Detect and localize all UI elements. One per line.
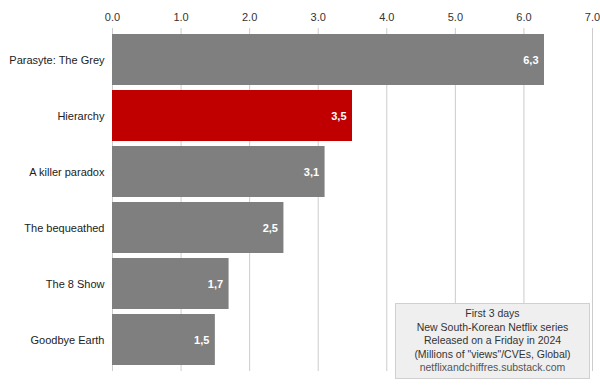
svg-text:1,7: 1,7 <box>208 278 223 290</box>
svg-text:5.0: 5.0 <box>448 11 463 23</box>
svg-text:Goodbye Earth: Goodbye Earth <box>31 334 105 346</box>
svg-text:1,5: 1,5 <box>194 334 209 346</box>
html-text:netflixandchiffres.substack.co: netflixandchiffres.substack.com <box>419 361 566 373</box>
svg-text:4.0: 4.0 <box>379 11 394 23</box>
html-text:First 3 days: First 3 days <box>465 307 520 319</box>
html-text:New South-Korean Netflix serie: New South-Korean Netflix series <box>416 320 569 333</box>
svg-text:3,5: 3,5 <box>331 110 346 122</box>
html-text:(Millions of "views"/CVEs, Glo: (Millions of "views"/CVEs, Global) <box>414 347 571 360</box>
svg-text:1.0: 1.0 <box>173 11 188 23</box>
svg-text:2.0: 2.0 <box>242 11 257 23</box>
svg-text:Parasyte: The Grey: Parasyte: The Grey <box>9 54 105 66</box>
svg-text:2,5: 2,5 <box>263 222 278 234</box>
svg-text:3.0: 3.0 <box>311 11 326 23</box>
svg-text:A killer paradox: A killer paradox <box>29 166 105 178</box>
svg-text:0.0: 0.0 <box>105 11 120 23</box>
svg-text:6,3: 6,3 <box>523 54 538 66</box>
svg-text:7.0: 7.0 <box>585 11 600 23</box>
svg-text:The bequeathed: The bequeathed <box>24 222 104 234</box>
svg-text:3,1: 3,1 <box>304 166 319 178</box>
svg-text:6.0: 6.0 <box>516 11 531 23</box>
svg-text:The 8 Show: The 8 Show <box>46 278 105 290</box>
svg-text:Hierarchy: Hierarchy <box>57 110 105 122</box>
html-text:Released on a Friday in 2024: Released on a Friday in 2024 <box>423 334 562 346</box>
